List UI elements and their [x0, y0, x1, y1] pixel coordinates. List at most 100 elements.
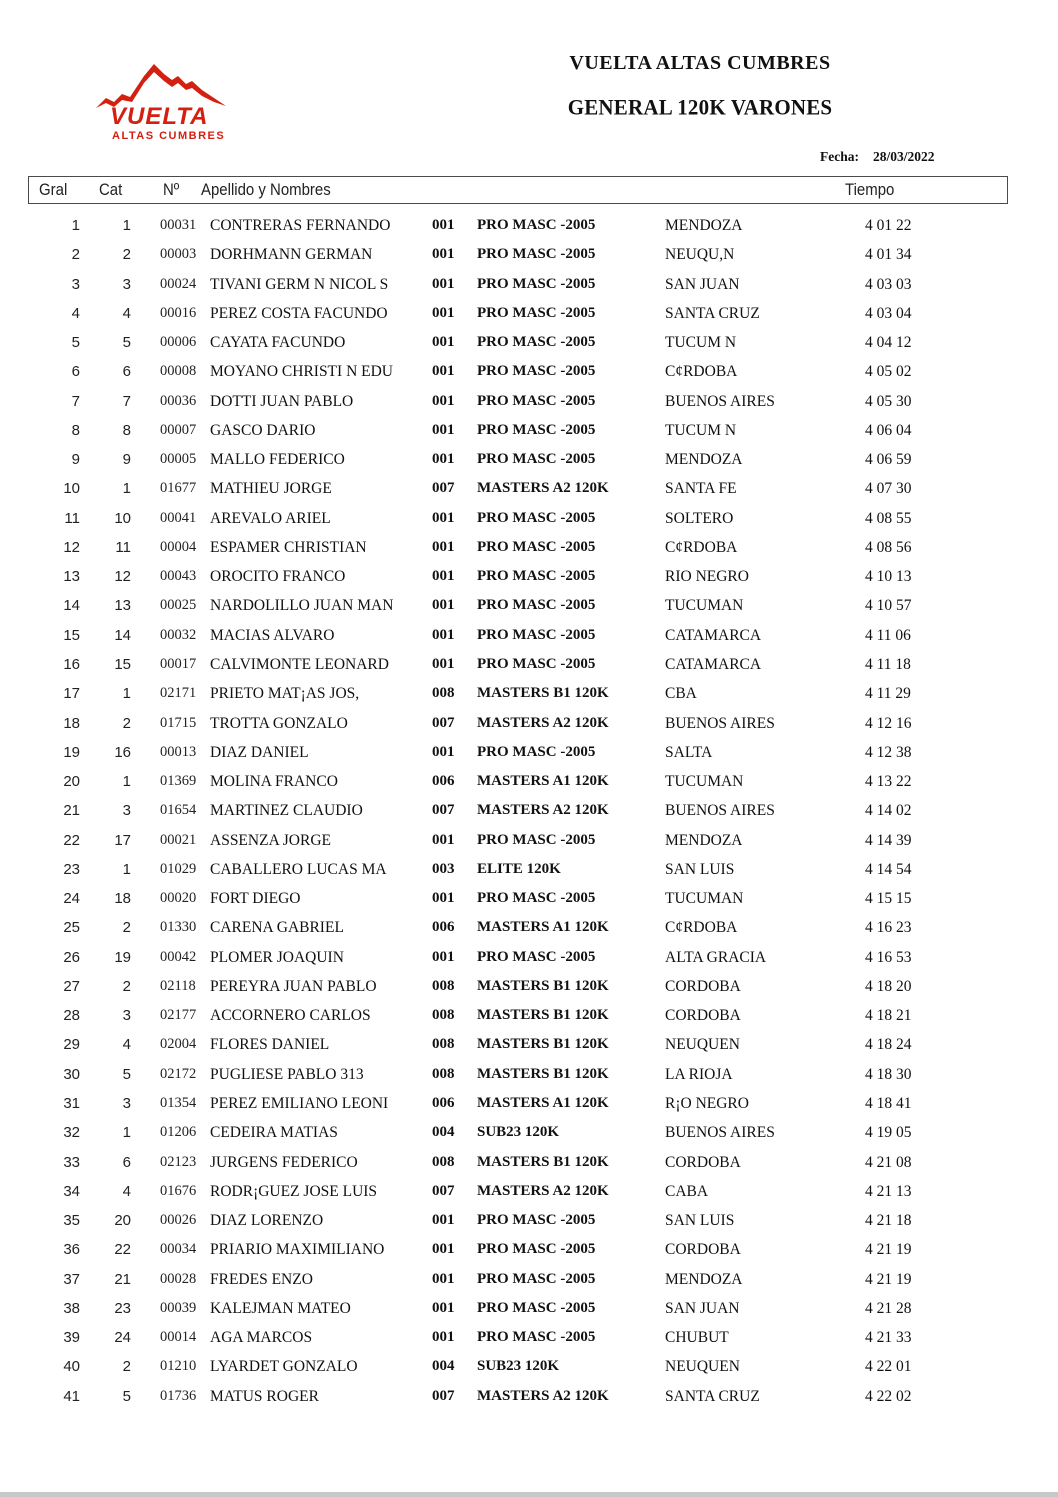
cell-name: CALVIMONTE LEONARD — [210, 655, 389, 673]
cell-time: 4 11 18 — [865, 655, 911, 673]
cell-province: C¢RDOBA — [665, 363, 738, 381]
cell-num: 02123 — [160, 1153, 197, 1170]
table-row: 41 5 01736 MATUS ROGER 007 MASTERS A2 12… — [0, 1384, 1058, 1413]
cell-province: SAN LUIS — [665, 860, 735, 878]
cell-num: 01715 — [160, 714, 197, 731]
cell-cat: 19 — [114, 948, 131, 966]
table-row: 7 7 00036 DOTTI JUAN PABLO 001 PRO MASC … — [0, 389, 1058, 418]
cell-time: 4 05 30 — [865, 392, 912, 410]
table-row: 33 6 02123 JURGENS FEDERICO 008 MASTERS … — [0, 1150, 1058, 1179]
cell-cat: 10 — [114, 509, 131, 527]
logo-text-sub: ALTAS CUMBRES — [112, 130, 225, 142]
cell-cat: 20 — [114, 1212, 131, 1230]
cell-gral: 17 — [63, 685, 80, 703]
cell-category-code: 006 — [432, 919, 455, 936]
cell-province: TUCUMAN — [665, 773, 744, 791]
cell-cat: 7 — [122, 392, 131, 410]
cell-category-name: PRO MASC -2005 — [477, 304, 596, 321]
cell-gral: 8 — [71, 421, 80, 439]
cell-category-name: MASTERS A2 120K — [477, 1387, 609, 1404]
cell-category-name: MASTERS B1 120K — [477, 1153, 609, 1170]
cell-category-code: 008 — [432, 1153, 455, 1170]
cell-category-name: PRO MASC -2005 — [477, 538, 596, 555]
cell-gral: 18 — [63, 714, 80, 732]
cell-name: TIVANI GERM N NICOL S — [210, 275, 389, 293]
cell-name: CARENA GABRIEL — [210, 919, 344, 937]
cell-category-name: MASTERS A1 120K — [477, 773, 609, 790]
cell-gral: 37 — [63, 1270, 80, 1288]
cell-category-name: ELITE 120K — [477, 860, 561, 877]
cell-province: C¢RDOBA — [665, 919, 738, 937]
cell-cat: 5 — [122, 334, 131, 352]
cell-cat: 3 — [122, 1007, 131, 1025]
table-row: 11 10 00041 AREVALO ARIEL 001 PRO MASC -… — [0, 506, 1058, 535]
cell-province: ALTA GRACIA — [665, 948, 767, 966]
cell-province: SAN JUAN — [665, 275, 740, 293]
cell-name: ESPAMER CHRISTIAN — [210, 538, 367, 556]
cell-name: PRIARIO MAXIMILIANO — [210, 1241, 385, 1259]
vuelta-altas-cumbres-logo: VUELTA ALTAS CUMBRES — [96, 64, 226, 142]
cell-category-name: PRO MASC -2005 — [477, 246, 596, 263]
cell-category-name: PRO MASC -2005 — [477, 655, 596, 672]
cell-gral: 32 — [63, 1124, 80, 1142]
cell-category-code: 001 — [432, 304, 455, 321]
cell-category-code: 001 — [432, 217, 455, 233]
cell-name: MALLO FEDERICO — [210, 451, 345, 469]
cell-name: NARDOLILLO JUAN MAN — [210, 597, 394, 615]
cell-category-name: PRO MASC -2005 — [477, 1299, 596, 1316]
cell-category-code: 007 — [432, 1182, 455, 1199]
cell-category-code: 008 — [432, 685, 455, 702]
cell-name: AREVALO ARIEL — [210, 509, 331, 527]
cell-category-name: PRO MASC -2005 — [477, 275, 596, 292]
cell-time: 4 12 38 — [865, 743, 912, 761]
cell-category-code: 001 — [432, 948, 455, 965]
cell-num: 01210 — [160, 1358, 197, 1375]
cell-category-code: 001 — [432, 275, 455, 292]
cell-num: 00042 — [160, 948, 197, 965]
table-row: 14 13 00025 NARDOLILLO JUAN MAN 001 PRO … — [0, 593, 1058, 622]
date-line: Fecha: 28/03/2022 — [820, 149, 935, 165]
cell-province: CATAMARCA — [665, 626, 762, 644]
cell-category-code: 006 — [432, 1094, 455, 1111]
cell-province: LA RIOJA — [665, 1065, 733, 1083]
cell-category-code: 001 — [432, 1270, 455, 1287]
cell-province: TUCUMAN — [665, 890, 744, 908]
table-row: 40 2 01210 LYARDET GONZALO 004 SUB23 120… — [0, 1354, 1058, 1383]
cell-cat: 1 — [122, 860, 131, 878]
table-header: Gral Cat Nº Apellido y Nombres Tiempo — [28, 176, 1008, 204]
cell-category-code: 007 — [432, 1387, 455, 1404]
cell-category-code: 001 — [432, 363, 455, 380]
cell-category-code: 007 — [432, 714, 455, 731]
cell-cat: 11 — [115, 538, 131, 556]
cell-num: 00007 — [160, 421, 197, 438]
cell-time: 4 01 34 — [865, 246, 912, 264]
cell-gral: 30 — [63, 1065, 80, 1083]
table-row: 21 3 01654 MARTINEZ CLAUDIO 007 MASTERS … — [0, 798, 1058, 827]
cell-category-name: PRO MASC -2005 — [477, 451, 596, 468]
cell-time: 4 14 02 — [865, 802, 912, 820]
cell-cat: 18 — [114, 890, 131, 908]
table-row: 38 23 00039 KALEJMAN MATEO 001 PRO MASC … — [0, 1296, 1058, 1325]
cell-name: OROCITO FRANCO — [210, 568, 346, 586]
cell-category-name: PRO MASC -2005 — [477, 1270, 596, 1287]
cell-name: MACIAS ALVARO — [210, 626, 335, 644]
cell-category-code: 001 — [432, 246, 455, 263]
cell-category-code: 008 — [432, 1065, 455, 1082]
cell-category-code: 001 — [432, 626, 455, 643]
cell-category-name: PRO MASC -2005 — [477, 334, 596, 351]
cell-gral: 14 — [63, 597, 80, 615]
cell-num: 00013 — [160, 743, 197, 760]
cell-cat: 17 — [114, 831, 131, 849]
cell-cat: 13 — [114, 597, 131, 615]
cell-province: NEUQUEN — [665, 1036, 740, 1054]
cell-category-name: MASTERS B1 120K — [477, 1036, 609, 1053]
cell-gral: 3 — [71, 275, 80, 293]
table-row: 13 12 00043 OROCITO FRANCO 001 PRO MASC … — [0, 564, 1058, 593]
cell-name: DIAZ DANIEL — [210, 743, 309, 761]
cell-category-name: PRO MASC -2005 — [477, 597, 596, 614]
cell-cat: 12 — [114, 568, 131, 586]
table-row: 39 24 00014 AGA MARCOS 001 PRO MASC -200… — [0, 1325, 1058, 1354]
cell-cat: 1 — [122, 685, 131, 703]
cell-name: MATUS ROGER — [210, 1387, 319, 1405]
cell-province: TUCUMAN — [665, 597, 744, 615]
